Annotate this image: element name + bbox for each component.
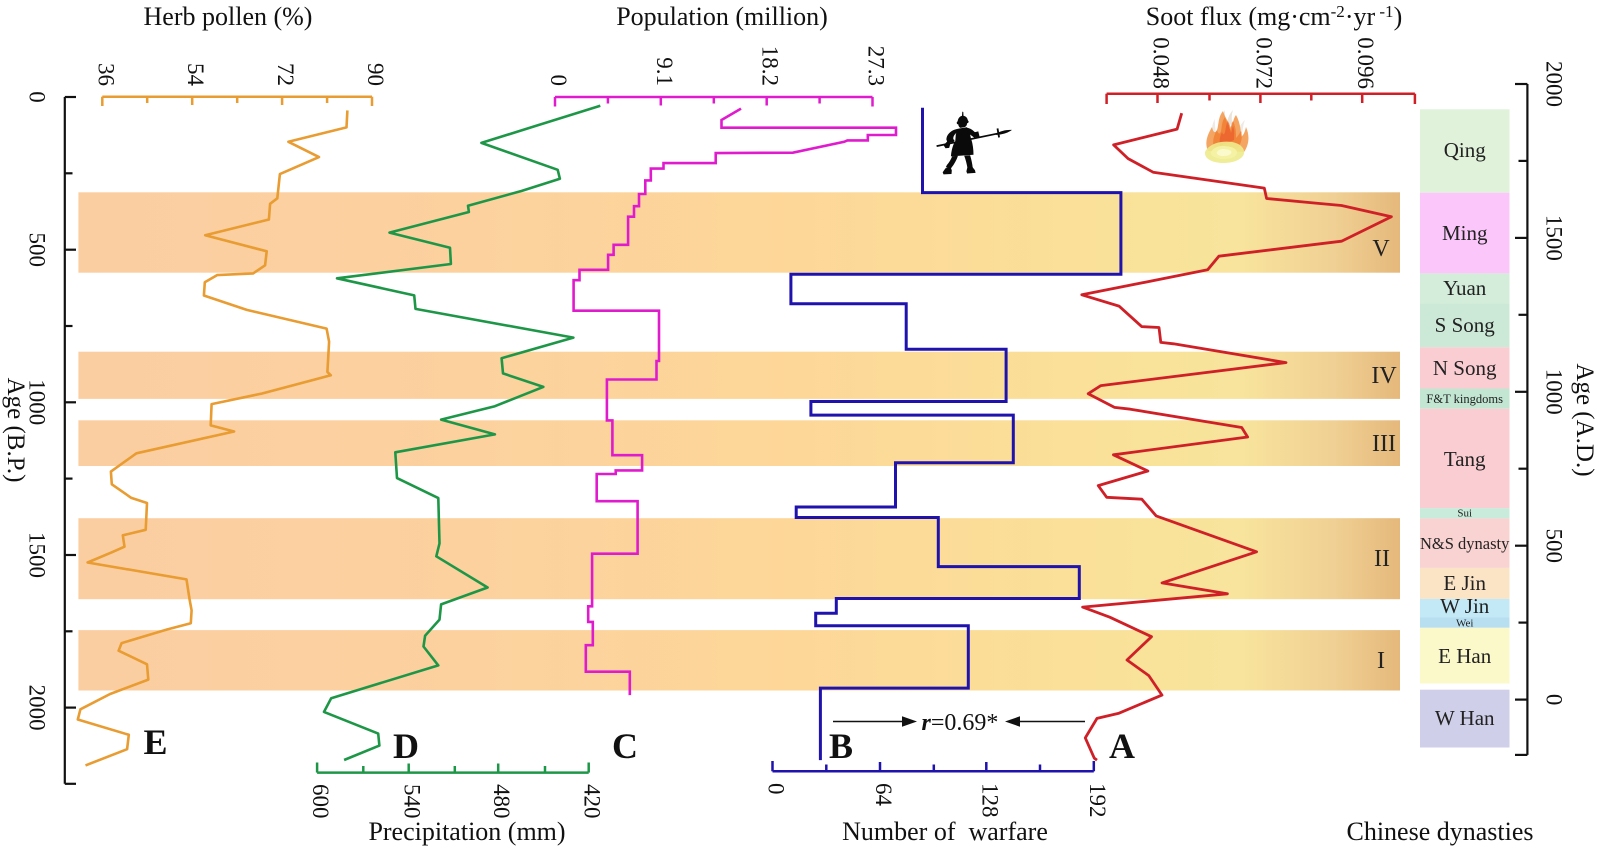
svg-text:420: 420: [580, 784, 605, 819]
svg-text:Population (million): Population (million): [616, 2, 828, 31]
svg-text:480: 480: [489, 784, 514, 819]
svg-text:0.096: 0.096: [1353, 37, 1378, 89]
svg-text:0.048: 0.048: [1149, 37, 1174, 89]
svg-text:0: 0: [1542, 694, 1567, 706]
svg-text:V: V: [1372, 236, 1390, 262]
svg-text:III: III: [1372, 431, 1396, 457]
svg-text:27.3: 27.3: [864, 46, 889, 86]
svg-text:18.2: 18.2: [758, 46, 783, 86]
svg-text:1000: 1000: [1542, 369, 1567, 415]
svg-text:2000: 2000: [25, 685, 50, 731]
svg-text:54: 54: [183, 63, 208, 87]
svg-text:192: 192: [1085, 783, 1110, 818]
svg-text:1500: 1500: [1542, 215, 1567, 261]
svg-text:Ming: Ming: [1442, 221, 1488, 245]
svg-text:S Song: S Song: [1435, 313, 1496, 337]
svg-text:D: D: [393, 726, 419, 766]
svg-text:Chinese dynasties: Chinese dynasties: [1346, 817, 1533, 846]
svg-text:N Song: N Song: [1433, 356, 1497, 380]
svg-text:90: 90: [363, 63, 388, 86]
svg-text:72: 72: [273, 63, 298, 86]
svg-text:Yuan: Yuan: [1443, 276, 1487, 300]
svg-text:W Han: W Han: [1435, 706, 1495, 730]
svg-text:Precipitation (mm): Precipitation (mm): [368, 817, 565, 846]
svg-text:E: E: [143, 722, 167, 762]
svg-text:Number of warfare: Number of warfare: [842, 817, 1048, 846]
svg-text:2000: 2000: [1542, 61, 1567, 107]
svg-text:A: A: [1109, 726, 1135, 766]
svg-text:F&T kingdoms: F&T kingdoms: [1426, 392, 1503, 406]
svg-text:Qing: Qing: [1444, 138, 1487, 162]
svg-text:II: II: [1374, 546, 1390, 572]
svg-text:E Jin: E Jin: [1443, 571, 1486, 595]
svg-text:C: C: [612, 726, 638, 766]
svg-text:0.072: 0.072: [1251, 37, 1276, 89]
svg-text:Tang: Tang: [1444, 447, 1486, 471]
svg-text:Soot flux (mg·cm-2·yr -1): Soot flux (mg·cm-2·yr -1): [1146, 2, 1402, 31]
svg-text:W Jin: W Jin: [1440, 594, 1490, 618]
svg-text:128: 128: [977, 783, 1002, 818]
svg-text:IV: IV: [1371, 363, 1397, 389]
svg-text:Sui: Sui: [1457, 508, 1472, 520]
svg-text:E Han: E Han: [1438, 644, 1492, 668]
svg-text:B: B: [829, 726, 853, 766]
svg-text:r=0.69*: r=0.69*: [922, 710, 999, 736]
svg-text:N&S dynasty: N&S dynasty: [1420, 534, 1510, 553]
svg-text:Herb pollen (%): Herb pollen (%): [144, 2, 313, 31]
svg-text:64: 64: [871, 783, 896, 807]
svg-text:36: 36: [93, 63, 118, 86]
svg-text:Age (B.P.): Age (B.P.): [2, 378, 29, 483]
svg-text:1500: 1500: [25, 532, 50, 578]
svg-text:500: 500: [1542, 528, 1567, 563]
svg-text:9.1: 9.1: [652, 57, 677, 86]
svg-text:540: 540: [400, 784, 425, 819]
svg-text:0: 0: [25, 91, 50, 103]
svg-text:0: 0: [764, 783, 789, 795]
svg-text:1000: 1000: [25, 379, 50, 425]
svg-text:600: 600: [308, 784, 333, 819]
svg-text:Age (A.D.): Age (A.D.): [1571, 363, 1598, 476]
svg-text:0: 0: [546, 75, 571, 87]
svg-text:500: 500: [25, 232, 50, 267]
svg-text:I: I: [1377, 648, 1385, 674]
svg-text:Wei: Wei: [1456, 618, 1473, 630]
